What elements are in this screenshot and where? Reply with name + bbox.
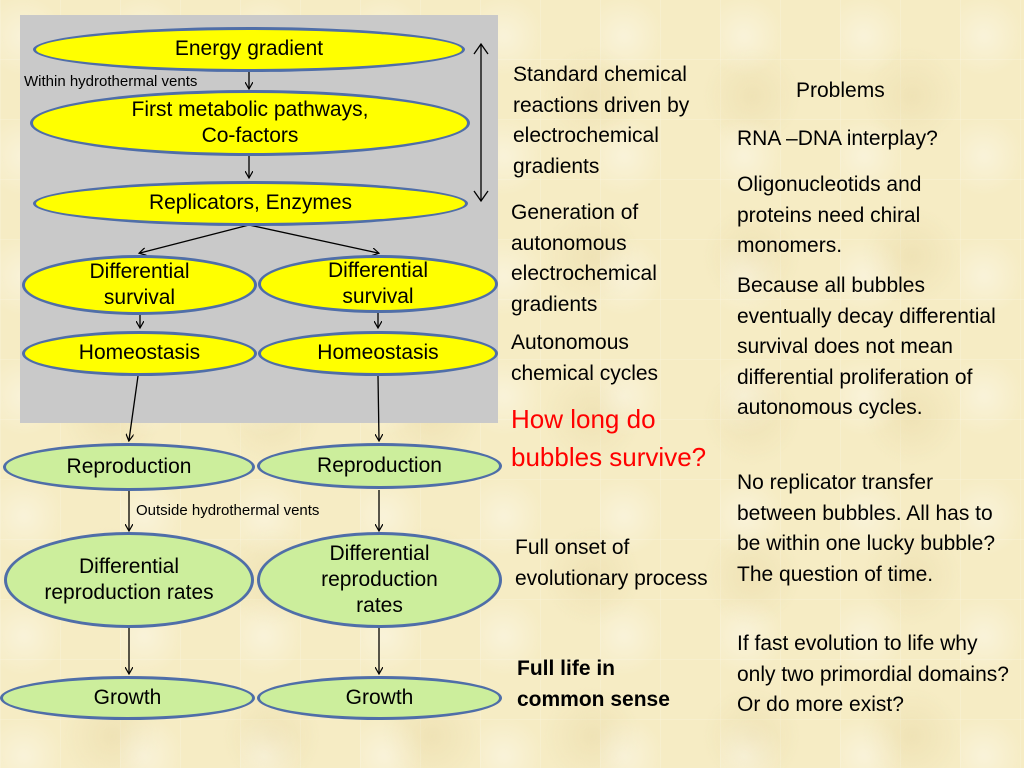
how-long-question: How long do bubbles survive? xyxy=(511,404,707,472)
fast-evolution-problem: If fast evolution to life why only two p… xyxy=(737,632,1009,716)
homeostasis-left-node: Homeostasis xyxy=(22,331,257,376)
diff-survival-left-node: Differential survival xyxy=(22,255,257,315)
replicators-node: Replicators, Enzymes xyxy=(33,181,468,226)
diff-repro-right-node: Differential reproduction rates xyxy=(257,532,502,628)
growth-right-node: Growth xyxy=(257,676,502,720)
rna-dna-problem: RNA –DNA interplay? xyxy=(737,127,938,150)
reproduction-left-node: Reproduction xyxy=(3,443,255,491)
first-metabolic-node: First metabolic pathways, Co-factors xyxy=(30,90,470,156)
reproduction-right-node: Reproduction xyxy=(257,443,502,489)
growth-left-node: Growth xyxy=(0,676,255,720)
diff-repro-left-node: Differential reproduction rates xyxy=(4,532,254,628)
arrow-replicators-to-right xyxy=(248,224,378,253)
within-vents-label: Within hydrothermal vents xyxy=(24,73,198,90)
arrow-homeostasis-to-reproduction-left xyxy=(129,375,139,440)
full-onset-note: Full onset of evolutionary process xyxy=(515,536,708,590)
standard-reactions-note: Standard chemical reactions driven by el… xyxy=(513,63,690,178)
decay-problem: Because all bubbles eventually decay dif… xyxy=(737,274,996,419)
diff-survival-right-node: Differential survival xyxy=(258,255,498,313)
transfer-problem: No replicator transfer between bubbles. … xyxy=(737,471,996,586)
problems-heading: Problems xyxy=(796,79,885,102)
chiral-problem: Oligonucleotids and proteins need chiral… xyxy=(737,173,922,257)
homeostasis-right-node: Homeostasis xyxy=(258,331,498,376)
energy-gradient-node: Energy gradient xyxy=(33,27,465,72)
generation-note: Generation of autonomous electrochemical… xyxy=(511,201,657,316)
full-life-note: Full life in common sense xyxy=(517,657,670,711)
outside-vents-label: Outside hydrothermal vents xyxy=(136,502,320,519)
arrow-replicators-to-left xyxy=(140,224,250,253)
arrow-homeostasis-to-reproduction-right xyxy=(378,375,379,440)
autonomous-cycles-note: Autonomous chemical cycles xyxy=(511,331,659,385)
